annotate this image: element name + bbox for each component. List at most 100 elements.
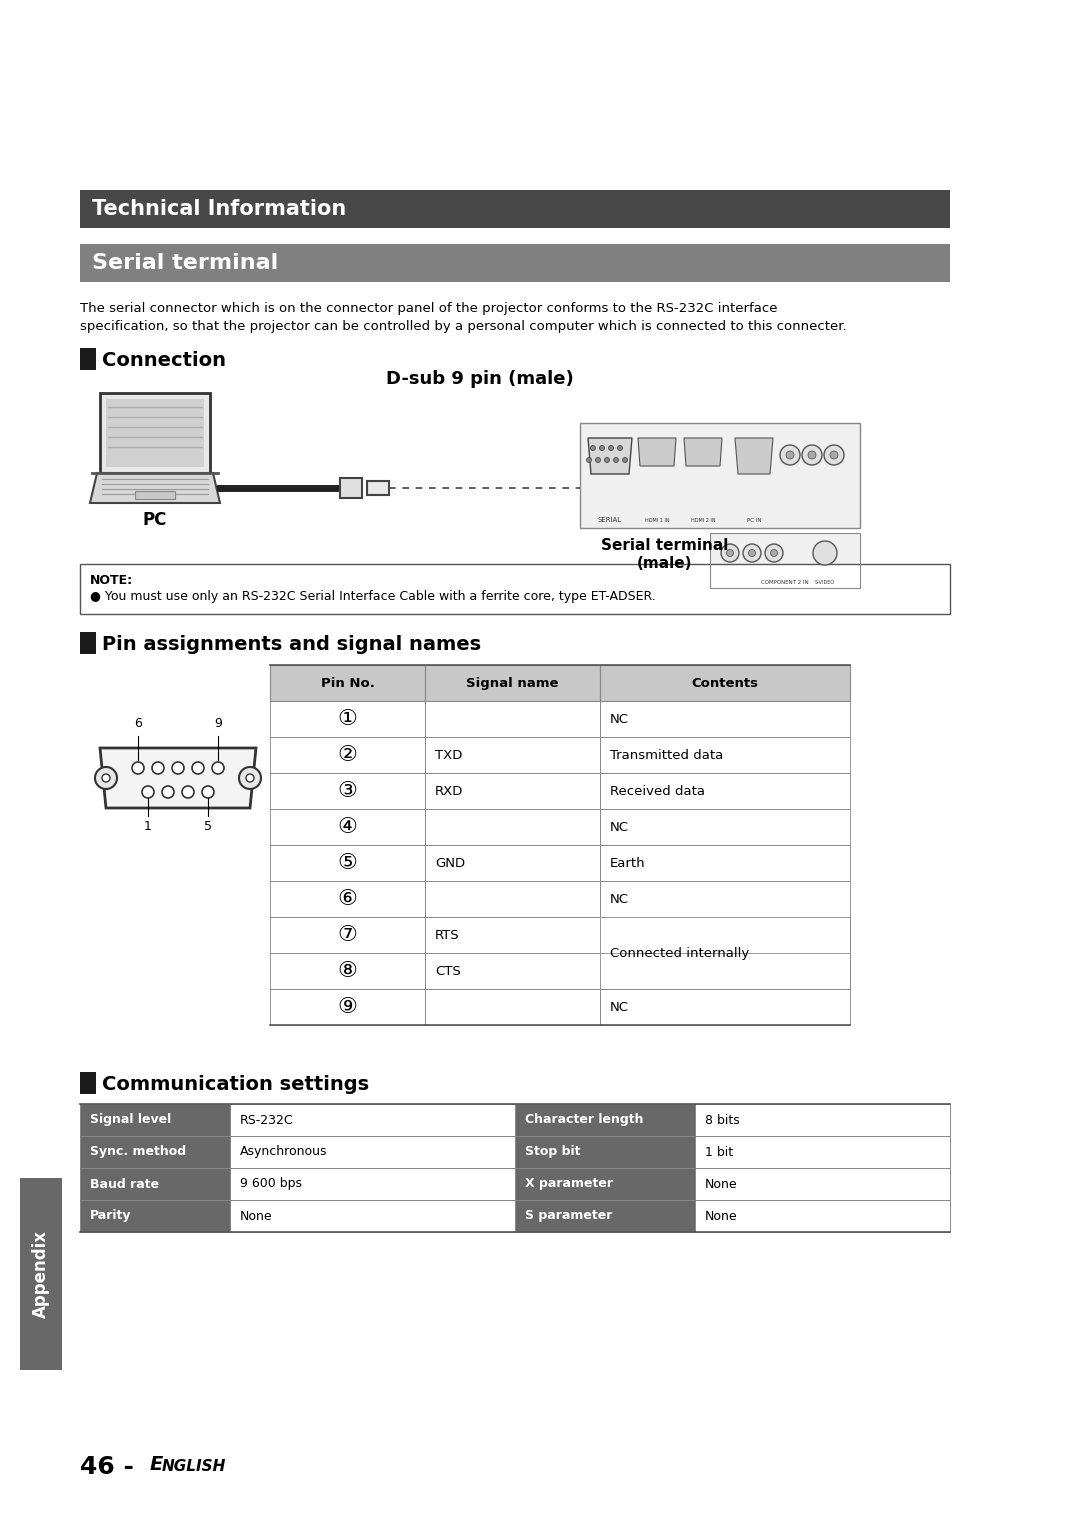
Bar [270,701,426,736]
Text: PC: PC [143,510,167,529]
Text: None: None [705,1178,738,1190]
Bar [600,773,850,808]
Bar [580,423,860,529]
Text: 9: 9 [214,717,221,730]
Text: SERIAL: SERIAL [598,516,622,523]
Bar [80,348,96,370]
Bar [230,1199,515,1232]
Text: ①: ① [337,709,357,729]
Text: Character length: Character length [525,1114,644,1126]
Text: Signal name: Signal name [467,677,558,689]
Bar [600,845,850,882]
Bar [600,701,850,736]
Bar [270,808,426,845]
Circle shape [622,457,627,463]
Bar [426,953,600,989]
Text: NOTE:: NOTE: [90,575,133,587]
Polygon shape [735,439,773,474]
Bar [270,989,426,1025]
Circle shape [591,446,595,451]
Text: Stop bit: Stop bit [525,1146,581,1158]
Bar [230,1167,515,1199]
Text: Parity: Parity [90,1210,132,1222]
Text: D-sub 9 pin (male): D-sub 9 pin (male) [387,370,573,388]
Bar [600,665,850,701]
Bar [80,1105,230,1135]
Bar [230,1135,515,1167]
Circle shape [192,762,204,775]
Text: 5: 5 [204,821,212,833]
Bar [600,882,850,917]
Bar [600,882,850,917]
Text: Connection: Connection [102,351,226,370]
Bar [80,1199,230,1232]
Bar [426,665,600,701]
Circle shape [246,775,254,782]
Bar [426,773,600,808]
Text: RTS: RTS [435,929,460,941]
Bar [426,701,600,736]
Text: ②: ② [337,746,357,766]
Circle shape [831,451,838,458]
Text: GND: GND [435,857,465,869]
Circle shape [618,446,622,451]
Bar [580,423,860,529]
Bar [600,917,850,989]
Bar [426,845,600,882]
Bar [426,808,600,845]
Bar [600,989,850,1025]
Bar [515,1135,696,1167]
Text: Connected internally: Connected internally [610,946,750,960]
Bar [426,917,600,953]
Text: X parameter: X parameter [525,1178,613,1190]
Text: HDMI 1 IN: HDMI 1 IN [645,518,670,523]
Bar [270,773,426,808]
Text: Signal level: Signal level [90,1114,172,1126]
Text: PC IN: PC IN [746,518,761,523]
Bar [426,882,600,917]
Circle shape [748,550,756,556]
Bar [100,393,210,474]
Text: ③: ③ [337,781,357,801]
Bar [426,773,600,808]
Text: NC: NC [610,892,629,906]
Bar [270,953,426,989]
Bar [80,633,96,654]
Polygon shape [588,439,632,474]
Bar [80,564,950,614]
Bar [600,917,850,989]
Bar [270,736,426,773]
Bar [600,845,850,882]
Circle shape [765,544,783,562]
Bar [696,1167,950,1199]
Circle shape [802,445,822,465]
Bar [230,1199,515,1232]
Bar [600,989,850,1025]
Bar [135,490,175,500]
Text: The serial connector which is on the connector panel of the projector conforms t: The serial connector which is on the con… [80,303,847,333]
Bar [80,1073,96,1094]
Bar [426,736,600,773]
Circle shape [102,775,110,782]
Bar [270,989,426,1025]
Text: Serial terminal: Serial terminal [92,254,279,274]
Bar [270,917,426,953]
Circle shape [808,451,816,458]
Bar [600,953,850,989]
Bar [600,917,850,953]
Bar [696,1167,950,1199]
Bar [367,481,389,495]
Text: Contents: Contents [691,677,758,689]
Text: Baud rate: Baud rate [90,1178,159,1190]
Bar [367,481,389,495]
Bar [515,1167,696,1199]
Text: 1 bit: 1 bit [705,1146,733,1158]
Bar [426,701,600,736]
Bar [600,736,850,773]
Circle shape [605,457,609,463]
Bar [426,882,600,917]
Bar [80,244,950,283]
Polygon shape [100,749,256,808]
Bar [600,917,850,953]
Bar [80,1135,230,1167]
